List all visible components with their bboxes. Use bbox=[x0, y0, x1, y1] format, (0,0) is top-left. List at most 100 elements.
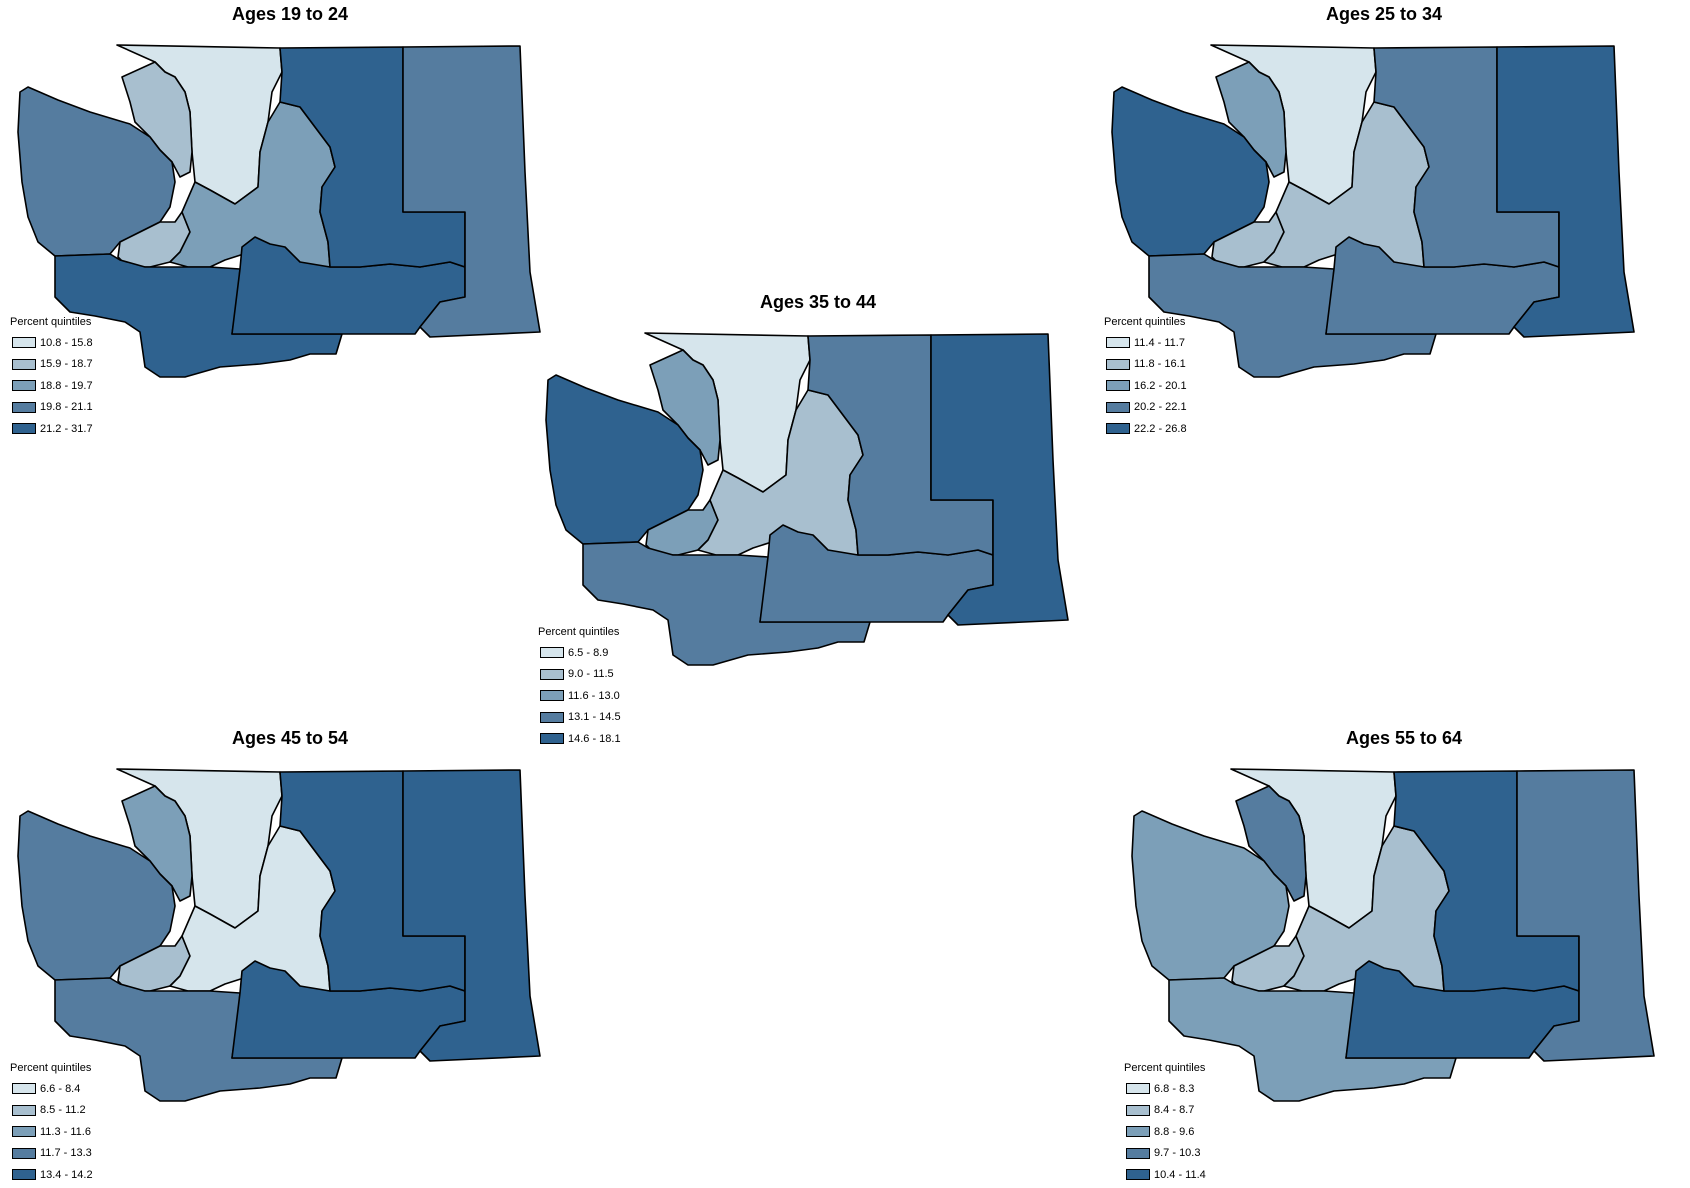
legend-swatch bbox=[12, 1147, 36, 1159]
legend-swatch bbox=[12, 1083, 36, 1095]
legend-label: 10.8 - 15.8 bbox=[40, 336, 93, 349]
legend-item-q4: 19.8 - 21.1 bbox=[10, 397, 93, 419]
map-panel-ages-19-24: Ages 19 to 24 Percent quintiles 10.8 - 1… bbox=[10, 4, 570, 444]
legend-label: 13.1 - 14.5 bbox=[568, 711, 621, 724]
legend-swatch bbox=[1126, 1104, 1150, 1116]
legend-label: 9.0 - 11.5 bbox=[568, 668, 614, 681]
legend-label: 19.8 - 21.1 bbox=[40, 401, 93, 414]
map-panel-ages-45-54: Ages 45 to 54 Percent quintiles 6.6 - 8.… bbox=[10, 728, 570, 1181]
panel-title: Ages 35 to 44 bbox=[759, 292, 877, 312]
legend-label: 6.6 - 8.4 bbox=[40, 1082, 81, 1095]
legend-label: 11.8 - 16.1 bbox=[1134, 358, 1186, 371]
legend-item-q4: 11.7 - 13.3 bbox=[10, 1143, 93, 1165]
region-southwest bbox=[582, 541, 871, 666]
legend-swatch bbox=[12, 1104, 36, 1116]
region-southwest bbox=[54, 977, 343, 1102]
map-panel-ages-25-34: Ages 25 to 34 Percent quintiles 11.4 - 1… bbox=[1104, 4, 1664, 444]
region-skagit bbox=[649, 349, 721, 466]
region-far-east bbox=[1496, 45, 1635, 338]
legend-label: 10.4 - 11.4 bbox=[1154, 1168, 1206, 1181]
map-panel-ages-35-44: Ages 35 to 44 Percent quintiles 6.5 - 8.… bbox=[538, 292, 1098, 745]
legend-item-q2: 15.9 - 18.7 bbox=[10, 354, 93, 376]
legend-title: Percent quintiles bbox=[538, 626, 620, 638]
panel-title: Ages 45 to 54 bbox=[231, 728, 349, 748]
legend: Percent quintiles 10.8 - 15.8 15.9 - 18.… bbox=[10, 316, 93, 440]
legend-item-q5: 22.2 - 26.8 bbox=[1104, 418, 1187, 440]
legend-item-q2: 11.8 - 16.1 bbox=[1104, 354, 1187, 376]
legend-swatch bbox=[1126, 1169, 1150, 1181]
legend-label: 16.2 - 20.1 bbox=[1134, 379, 1187, 392]
washington-map bbox=[545, 332, 1069, 666]
washington-map bbox=[17, 768, 541, 1102]
region-far-east bbox=[1516, 769, 1655, 1062]
legend-label: 8.5 - 11.2 bbox=[40, 1104, 86, 1117]
region-southwest bbox=[1168, 977, 1457, 1102]
legend-item-q2: 9.0 - 11.5 bbox=[538, 664, 621, 686]
legend-label: 6.5 - 8.9 bbox=[568, 646, 609, 659]
washington-map bbox=[1131, 768, 1655, 1102]
legend-swatch bbox=[540, 733, 564, 745]
legend-swatch bbox=[12, 358, 36, 370]
region-skagit bbox=[1235, 785, 1307, 902]
region-skagit bbox=[121, 785, 193, 902]
legend-swatch bbox=[540, 690, 564, 702]
legend-swatch bbox=[1126, 1147, 1150, 1159]
legend-label: 8.8 - 9.6 bbox=[1154, 1125, 1195, 1138]
legend-label: 21.2 - 31.7 bbox=[40, 422, 93, 435]
legend-item-q3: 8.8 - 9.6 bbox=[1124, 1121, 1206, 1143]
legend-item-q1: 6.8 - 8.3 bbox=[1124, 1078, 1206, 1100]
legend-label: 11.4 - 11.7 bbox=[1134, 336, 1185, 349]
region-far-east bbox=[930, 333, 1069, 626]
legend-title: Percent quintiles bbox=[1124, 1062, 1206, 1074]
legend-label: 8.4 - 8.7 bbox=[1154, 1104, 1195, 1117]
legend-item-q3: 11.6 - 13.0 bbox=[538, 685, 621, 707]
legend-swatch bbox=[1106, 337, 1130, 349]
legend-swatch bbox=[12, 1169, 36, 1181]
legend-label: 6.8 - 8.3 bbox=[1154, 1082, 1195, 1095]
legend-label: 9.7 - 10.3 bbox=[1154, 1147, 1201, 1160]
region-far-east bbox=[402, 45, 541, 338]
legend-swatch bbox=[12, 1126, 36, 1138]
legend: Percent quintiles 6.6 - 8.4 8.5 - 11.2 1… bbox=[10, 1062, 93, 1186]
legend-title: Percent quintiles bbox=[10, 316, 92, 328]
legend-swatch bbox=[540, 647, 564, 659]
legend-item-q3: 16.2 - 20.1 bbox=[1104, 375, 1187, 397]
legend-swatch bbox=[1126, 1126, 1150, 1138]
panel-title: Ages 19 to 24 bbox=[231, 4, 349, 24]
legend-item-q1: 10.8 - 15.8 bbox=[10, 332, 93, 354]
legend-item-q1: 11.4 - 11.7 bbox=[1104, 332, 1187, 354]
region-skagit bbox=[1215, 61, 1287, 178]
legend-label: 14.6 - 18.1 bbox=[568, 732, 621, 745]
legend-item-q4: 20.2 - 22.1 bbox=[1104, 397, 1187, 419]
region-skagit bbox=[121, 61, 193, 178]
legend-swatch bbox=[1106, 401, 1130, 413]
region-northwest bbox=[17, 86, 176, 257]
legend-swatch bbox=[12, 380, 36, 392]
legend-swatch bbox=[12, 401, 36, 413]
region-northwest bbox=[545, 374, 704, 545]
legend-swatch bbox=[1106, 380, 1130, 392]
region-northwest bbox=[1131, 810, 1290, 981]
region-southwest bbox=[1148, 253, 1437, 378]
legend-label: 13.4 - 14.2 bbox=[40, 1168, 93, 1181]
legend-item-q3: 18.8 - 19.7 bbox=[10, 375, 93, 397]
legend-item-q4: 9.7 - 10.3 bbox=[1124, 1143, 1206, 1165]
legend-label: 11.6 - 13.0 bbox=[568, 689, 620, 702]
legend-swatch bbox=[1106, 423, 1130, 435]
legend-title: Percent quintiles bbox=[1104, 316, 1186, 328]
legend-swatch bbox=[12, 423, 36, 435]
legend-item-q5: 21.2 - 31.7 bbox=[10, 418, 93, 440]
panel-title: Ages 25 to 34 bbox=[1325, 4, 1443, 24]
region-northwest bbox=[17, 810, 176, 981]
legend-item-q3: 11.3 - 11.6 bbox=[10, 1121, 93, 1143]
legend-item-q2: 8.5 - 11.2 bbox=[10, 1100, 93, 1122]
legend-label: 11.3 - 11.6 bbox=[40, 1125, 91, 1138]
washington-map bbox=[17, 44, 541, 378]
legend-item-q1: 6.6 - 8.4 bbox=[10, 1078, 93, 1100]
legend-swatch bbox=[540, 668, 564, 680]
legend-label: 22.2 - 26.8 bbox=[1134, 422, 1187, 435]
legend-title: Percent quintiles bbox=[10, 1062, 92, 1074]
legend-label: 15.9 - 18.7 bbox=[40, 358, 93, 371]
legend-label: 11.7 - 13.3 bbox=[40, 1147, 92, 1160]
washington-map bbox=[1111, 44, 1635, 378]
